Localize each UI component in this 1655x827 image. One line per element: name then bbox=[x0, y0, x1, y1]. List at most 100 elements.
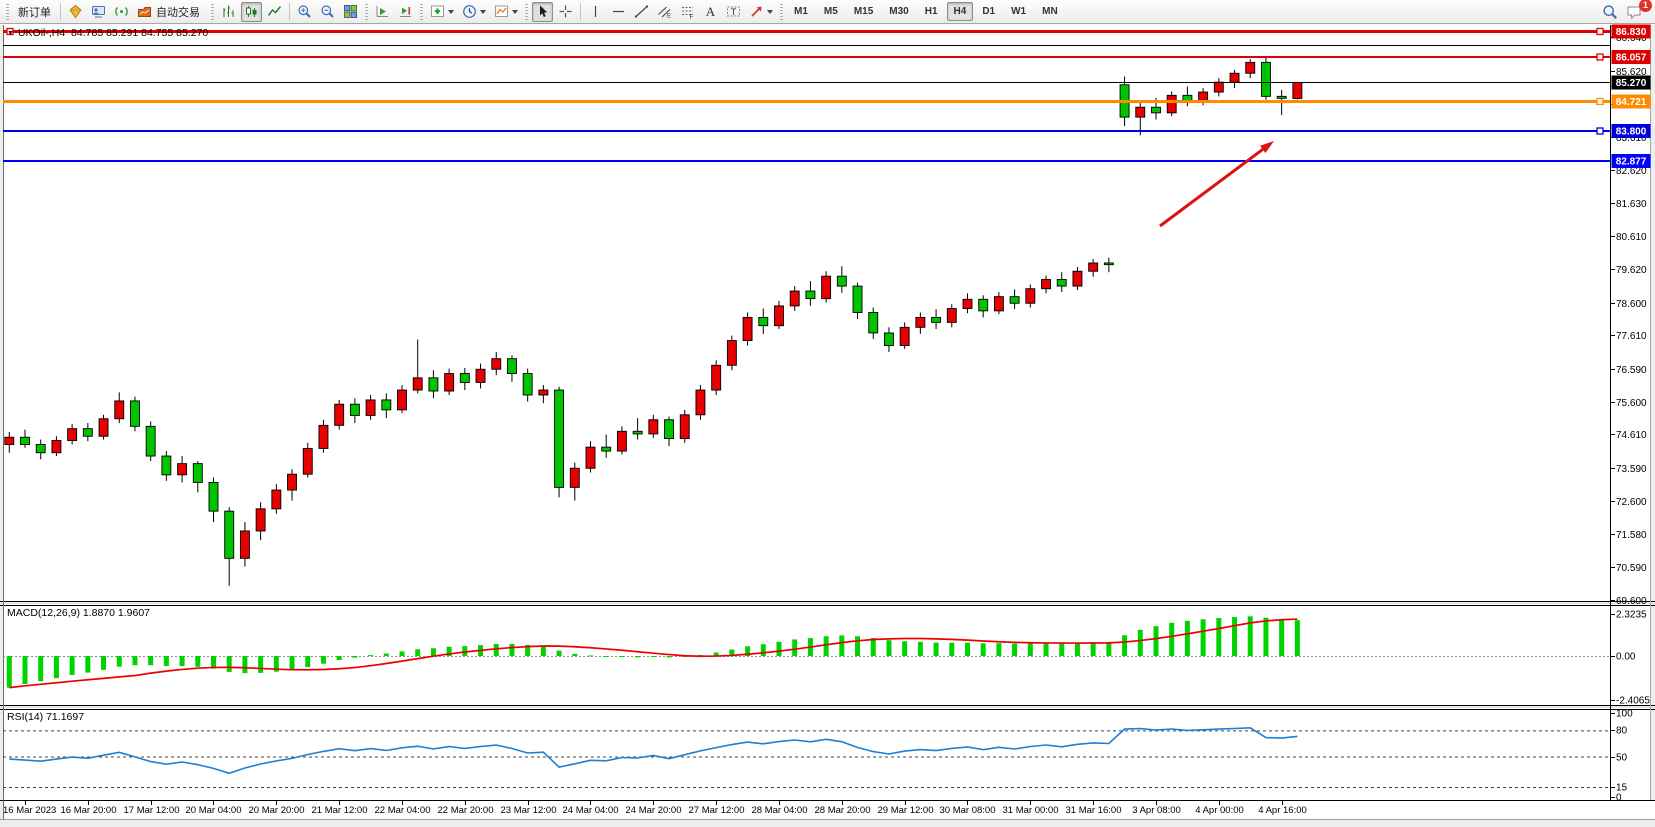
auto-scroll-button[interactable] bbox=[372, 2, 393, 22]
macd-indicator-label: MACD(12,26,9) 1.8870 1.9607 bbox=[7, 607, 151, 619]
svg-text:2.3235: 2.3235 bbox=[1616, 610, 1647, 621]
crosshair-icon bbox=[558, 4, 573, 19]
line-chart-button[interactable] bbox=[264, 2, 285, 22]
auto-scroll-icon bbox=[375, 4, 390, 19]
zoom-in-button[interactable] bbox=[294, 2, 315, 22]
svg-text:4 Apr 00:00: 4 Apr 00:00 bbox=[1195, 805, 1244, 816]
rsi-indicator-label: RSI(14) 71.1697 bbox=[7, 711, 85, 723]
timeframe-d1[interactable]: D1 bbox=[982, 6, 996, 17]
svg-text:24 Mar 04:00: 24 Mar 04:00 bbox=[563, 805, 619, 816]
svg-text:20 Mar 20:00: 20 Mar 20:00 bbox=[249, 805, 305, 816]
crosshair-button[interactable] bbox=[555, 2, 576, 22]
timeframe-m5[interactable]: M5 bbox=[823, 6, 838, 17]
channel-button[interactable]: E bbox=[654, 2, 675, 22]
timeframe-m1[interactable]: M1 bbox=[794, 6, 808, 17]
svg-text:75.600: 75.600 bbox=[1616, 398, 1647, 409]
timeframe-h1[interactable]: H1 bbox=[924, 6, 938, 17]
svg-text:27 Mar 12:00: 27 Mar 12:00 bbox=[689, 805, 745, 816]
line-handle[interactable] bbox=[1596, 53, 1604, 61]
main-toolbar: 新订单 自动交易 bbox=[0, 0, 1655, 24]
cursor-arrow-icon bbox=[535, 4, 550, 19]
line-handle[interactable] bbox=[1596, 127, 1604, 135]
chat-button[interactable]: 1 bbox=[1623, 0, 1652, 22]
toolbar-grip[interactable] bbox=[6, 3, 9, 20]
terminal-user-icon bbox=[91, 4, 106, 19]
svg-text:100: 100 bbox=[1616, 709, 1633, 720]
templates-button[interactable] bbox=[491, 2, 521, 22]
notification-badge: 1 bbox=[1639, 0, 1652, 12]
line-handle[interactable] bbox=[1596, 97, 1604, 106]
trend-arrow[interactable] bbox=[1159, 141, 1274, 228]
arrows-button[interactable] bbox=[746, 2, 776, 22]
svg-text:31 Mar 00:00: 31 Mar 00:00 bbox=[1003, 805, 1059, 816]
timeframe-m30[interactable]: M30 bbox=[889, 6, 909, 17]
toolbar-grip[interactable] bbox=[365, 3, 368, 20]
trendline-icon bbox=[634, 4, 649, 19]
text-button[interactable]: A bbox=[700, 2, 721, 22]
chart-shift-icon bbox=[398, 4, 413, 19]
svg-text:71.580: 71.580 bbox=[1616, 530, 1647, 541]
chart-title: ▼ UKOil-,H4 84.785 85.291 84.755 85.270 bbox=[7, 27, 208, 39]
svg-text:0: 0 bbox=[1616, 793, 1622, 804]
line-handle[interactable] bbox=[6, 27, 14, 36]
toolbar-grip[interactable] bbox=[780, 3, 783, 20]
fibonacci-button[interactable]: F bbox=[677, 2, 698, 22]
auto-trading-button[interactable]: 自动交易 bbox=[134, 2, 207, 22]
timeframe-h4[interactable]: H4 bbox=[946, 2, 974, 21]
svg-text:23 Mar 12:00: 23 Mar 12:00 bbox=[501, 805, 557, 816]
zoom-out-icon bbox=[320, 4, 335, 19]
trendline-button[interactable] bbox=[631, 2, 652, 22]
toolbar-grip[interactable] bbox=[211, 3, 214, 20]
search-icon bbox=[1602, 4, 1618, 20]
text-label-button[interactable]: T bbox=[723, 2, 744, 22]
chart-shift-button[interactable] bbox=[395, 2, 416, 22]
client-terminal-button[interactable] bbox=[88, 2, 109, 22]
svg-text:83.610: 83.610 bbox=[1616, 133, 1647, 144]
bar-chart-button[interactable] bbox=[218, 2, 239, 22]
toolbar-right-group: 1 bbox=[1598, 0, 1652, 22]
svg-text:28 Mar 04:00: 28 Mar 04:00 bbox=[752, 805, 808, 816]
pane-splitter[interactable] bbox=[0, 706, 1655, 708]
toolbar-separator bbox=[289, 3, 290, 20]
chevron-down-icon bbox=[448, 9, 454, 14]
line-handle[interactable] bbox=[1596, 27, 1604, 36]
symbol-marker-icon: ▼ bbox=[7, 30, 14, 37]
market-watch-button[interactable] bbox=[65, 2, 86, 22]
arrows-icon bbox=[749, 4, 764, 19]
tile-windows-button[interactable] bbox=[340, 2, 361, 22]
svg-text:-2.4065: -2.4065 bbox=[1616, 696, 1650, 707]
vertical-line-button[interactable] bbox=[585, 2, 606, 22]
time-axis[interactable]: 16 Mar 2023 16 Mar 20:00 17 Mar 12:00 20 Ma… bbox=[3, 801, 1307, 816]
toolbar-grip[interactable] bbox=[525, 3, 528, 20]
new-order-button[interactable]: 新订单 bbox=[18, 6, 51, 19]
text-icon: A bbox=[703, 4, 718, 19]
svg-text:77.610: 77.610 bbox=[1616, 331, 1647, 342]
toolbar-grip[interactable] bbox=[420, 3, 423, 20]
pane-splitter[interactable] bbox=[0, 602, 1655, 604]
candlesticks bbox=[4, 56, 1303, 586]
svg-text:72.600: 72.600 bbox=[1616, 497, 1647, 508]
svg-text:22 Mar 20:00: 22 Mar 20:00 bbox=[438, 805, 494, 816]
template-icon bbox=[494, 4, 509, 19]
svg-text:86.830: 86.830 bbox=[1616, 27, 1647, 38]
horizontal-line-button[interactable] bbox=[608, 2, 629, 22]
bar-chart-icon bbox=[221, 4, 236, 19]
periods-button[interactable] bbox=[459, 2, 489, 22]
timeframe-m15[interactable]: M15 bbox=[853, 6, 874, 17]
svg-text:85.620: 85.620 bbox=[1616, 67, 1647, 78]
auto-trading-icon bbox=[137, 4, 152, 19]
fibonacci-icon: F bbox=[680, 4, 695, 19]
signals-button[interactable] bbox=[111, 2, 132, 22]
zoom-out-button[interactable] bbox=[317, 2, 338, 22]
timeframe-mn[interactable]: MN bbox=[1042, 6, 1058, 17]
timeframe-w1[interactable]: W1 bbox=[1011, 6, 1027, 17]
svg-text:22 Mar 04:00: 22 Mar 04:00 bbox=[375, 805, 431, 816]
svg-text:21 Mar 12:00: 21 Mar 12:00 bbox=[312, 805, 368, 816]
svg-text:73.590: 73.590 bbox=[1616, 464, 1647, 475]
candlestick-chart-button[interactable] bbox=[241, 1, 262, 22]
search-button[interactable] bbox=[1599, 2, 1621, 22]
cursor-button[interactable] bbox=[532, 1, 553, 22]
macd-pane: 2.3235 0.00 -2.4065 bbox=[3, 610, 1650, 707]
add-indicator-button[interactable] bbox=[427, 2, 457, 22]
